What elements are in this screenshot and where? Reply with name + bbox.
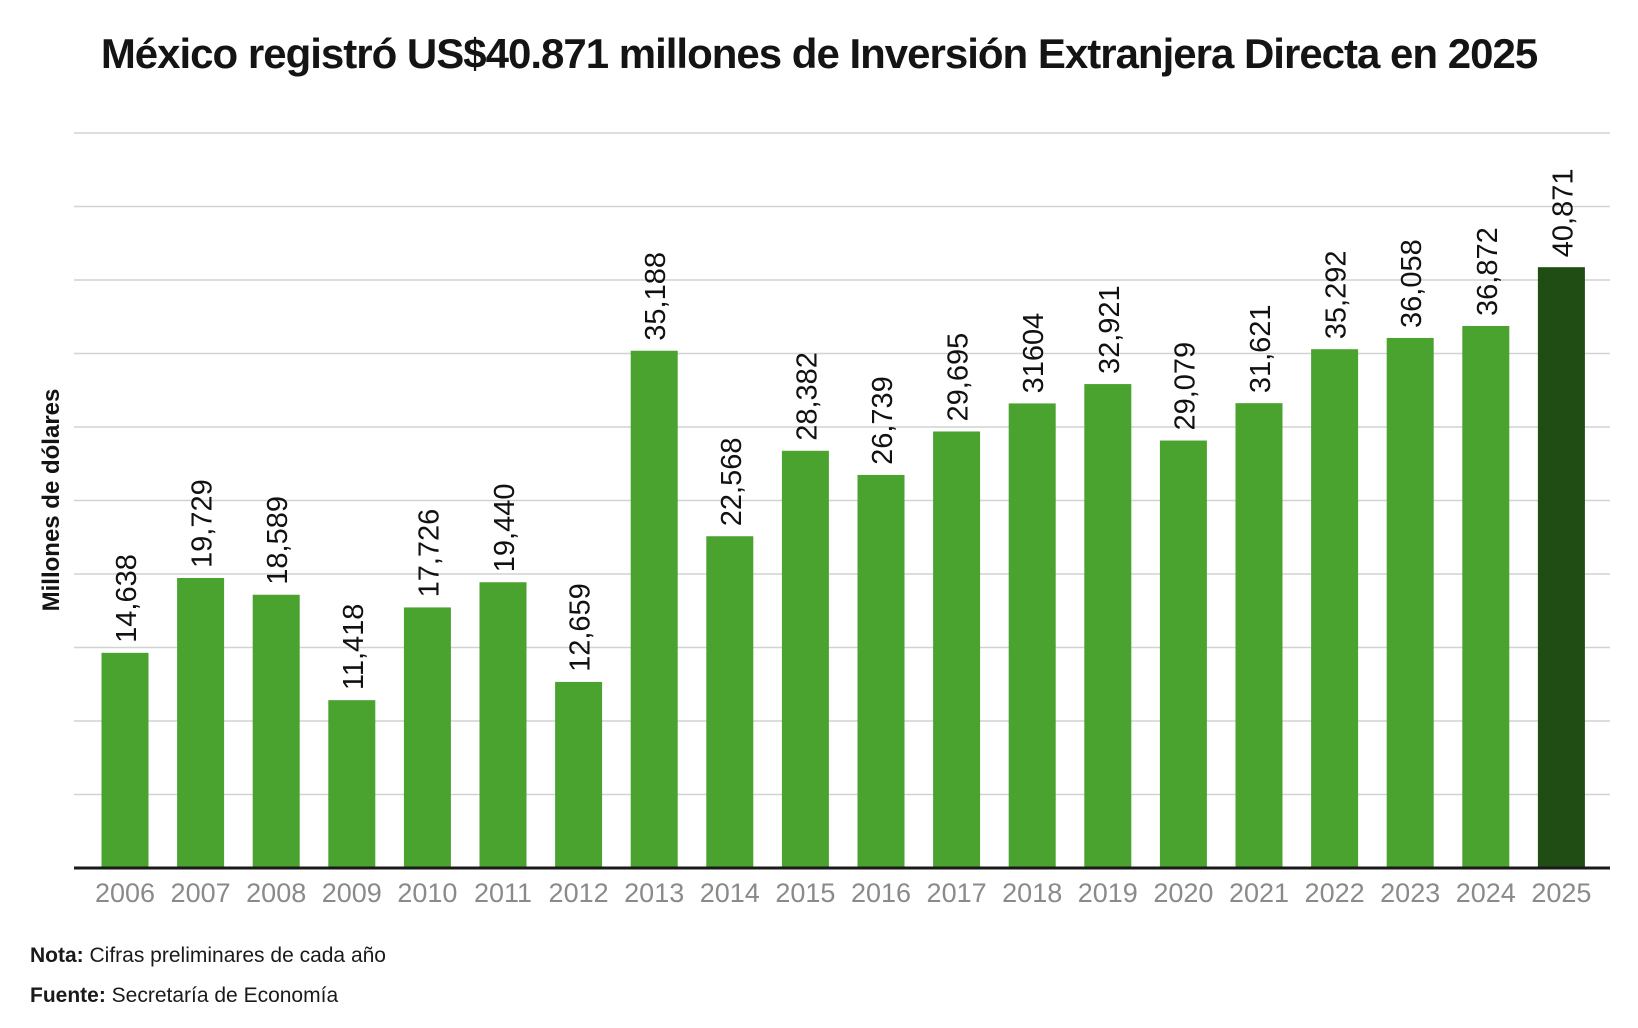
bar-2014 <box>706 536 754 868</box>
x-tick-label-2020: 2020 <box>1153 878 1213 908</box>
value-label-2017: 29,695 <box>943 333 975 422</box>
x-tick-label-2021: 2021 <box>1229 878 1289 908</box>
source-label: Fuente: <box>30 984 106 1007</box>
bars <box>101 267 1585 869</box>
footnote-source: Fuente: Secretaría de Economía <box>30 984 338 1008</box>
value-label-2011: 19,440 <box>489 484 521 573</box>
x-tick-label-2012: 2012 <box>549 878 609 908</box>
value-label-2015: 28,382 <box>791 352 823 441</box>
bar-2018 <box>1008 403 1056 868</box>
bar-2022 <box>1311 349 1359 868</box>
value-label-2009: 11,418 <box>338 604 370 691</box>
x-tick-label-2011: 2011 <box>474 878 532 908</box>
bar-2024 <box>1462 325 1510 869</box>
x-tick-label-2015: 2015 <box>775 878 835 908</box>
bar-2020 <box>1159 440 1207 868</box>
chart-title: México registró US$40.871 millones de In… <box>100 30 1538 77</box>
value-label-2019: 32,921 <box>1094 285 1126 374</box>
value-label-2018: 31604 <box>1018 313 1050 394</box>
bar-2011 <box>479 582 527 868</box>
value-label-2010: 17,726 <box>413 509 445 598</box>
value-label-2024: 36,872 <box>1472 227 1504 316</box>
x-tick-label-2009: 2009 <box>322 878 382 908</box>
x-tick-label-2008: 2008 <box>246 878 306 908</box>
x-tick-label-2025: 2025 <box>1531 878 1591 908</box>
x-tick-label-2017: 2017 <box>927 878 987 908</box>
x-tick-label-2014: 2014 <box>700 878 760 908</box>
bar-2007 <box>177 577 225 868</box>
x-tick-label-2023: 2023 <box>1380 878 1440 908</box>
bar-2015 <box>781 450 829 868</box>
value-label-2025: 40,871 <box>1547 168 1579 257</box>
value-label-2021: 31,621 <box>1245 304 1277 393</box>
x-tick-label-2022: 2022 <box>1305 878 1365 908</box>
bar-2023 <box>1386 337 1434 868</box>
x-tick-label-2016: 2016 <box>851 878 911 908</box>
bar-2016 <box>857 474 905 868</box>
bar-2009 <box>328 700 376 868</box>
value-label-2007: 19,729 <box>187 479 219 568</box>
x-tick-label-2013: 2013 <box>624 878 684 908</box>
value-label-2014: 22,568 <box>716 438 748 527</box>
note-label: Nota: <box>30 944 84 967</box>
x-tick-label-2019: 2019 <box>1078 878 1138 908</box>
x-tick-label-2024: 2024 <box>1456 878 1516 908</box>
source-text: Secretaría de Economía <box>105 984 339 1007</box>
bar-2012 <box>555 681 603 868</box>
value-label-2016: 26,739 <box>867 376 899 465</box>
bar-2025 <box>1537 267 1585 868</box>
bar-2010 <box>403 607 451 868</box>
bar-2013 <box>630 350 678 868</box>
value-label-2012: 12,659 <box>565 583 597 672</box>
value-label-2013: 35,188 <box>640 252 672 341</box>
bar-2006 <box>101 652 149 868</box>
value-label-2008: 18,589 <box>262 496 294 585</box>
bar-2008 <box>252 594 300 868</box>
bar-2021 <box>1235 403 1283 868</box>
footnote-note: Nota: Cifras preliminares de cada año <box>30 944 386 968</box>
note-text: Cifras preliminares de cada año <box>83 944 387 967</box>
value-labels: 14,638 19,729 18,589 11,418 17,726 19,440 12,6… <box>111 168 1579 690</box>
value-label-2020: 29,079 <box>1169 342 1201 431</box>
x-tick-label-2018: 2018 <box>1002 878 1062 908</box>
value-label-2023: 36,058 <box>1396 239 1428 328</box>
x-tick-label-2010: 2010 <box>397 878 457 908</box>
x-tick-labels: 2006 2007 2008 2009 2010 2011 2012 2013 2014 2015… <box>95 878 1591 908</box>
value-label-2022: 35,292 <box>1321 251 1353 340</box>
x-tick-label-2007: 2007 <box>171 878 231 908</box>
grid-lines <box>74 132 1610 796</box>
bar-2017 <box>933 431 981 868</box>
bar-2019 <box>1084 384 1132 868</box>
x-tick-label-2006: 2006 <box>95 878 155 908</box>
value-label-2006: 14,638 <box>111 554 143 643</box>
